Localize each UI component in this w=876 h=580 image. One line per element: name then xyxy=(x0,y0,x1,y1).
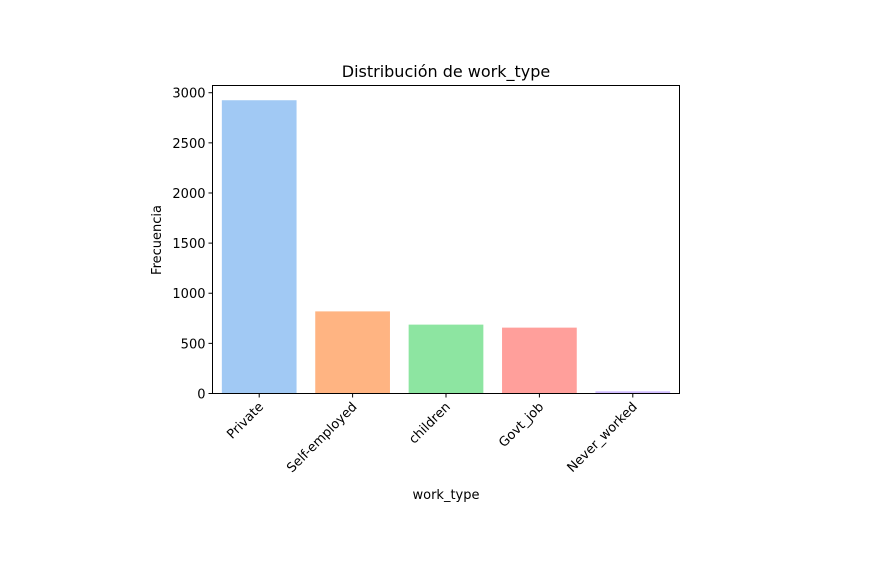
y-axis-title: Frecuencia xyxy=(150,205,165,275)
y-axis-ticks: 0 500 1000 1500 2000 2500 3000 xyxy=(172,87,213,403)
bar-private xyxy=(221,100,297,394)
y-tick-label: 500 xyxy=(181,337,206,352)
y-tick-label: 1000 xyxy=(172,287,205,302)
bar-govt-job xyxy=(502,327,577,394)
bar-never-worked xyxy=(595,391,671,394)
y-tick-label: 1500 xyxy=(172,237,205,252)
y-tick-label: 0 xyxy=(197,388,205,403)
y-tick-label: 3000 xyxy=(172,87,205,102)
bars-layer xyxy=(221,100,671,394)
x-axis-title: work_type xyxy=(413,488,480,503)
bar-self-employed xyxy=(315,311,390,394)
y-tick-label: 2000 xyxy=(172,187,205,202)
plot-frame xyxy=(212,85,680,394)
y-tick-label: 2500 xyxy=(172,137,205,152)
bar-children xyxy=(408,324,484,394)
chart-title: Distribución de work_type xyxy=(342,62,551,82)
